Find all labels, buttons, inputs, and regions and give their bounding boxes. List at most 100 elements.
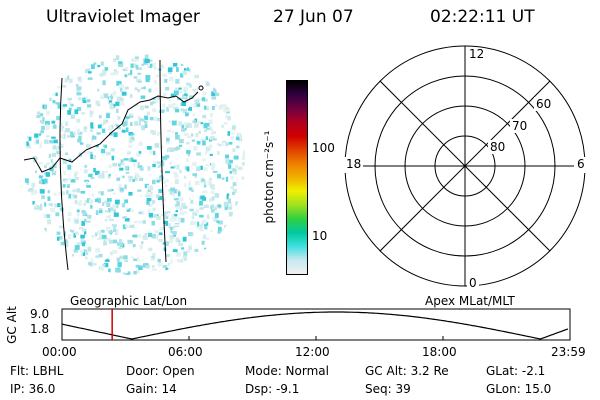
orbit-xtick-0000: 00:00 — [42, 345, 77, 359]
speckle — [173, 213, 178, 217]
speckle — [110, 251, 113, 256]
speckle — [55, 212, 60, 217]
speckle — [152, 161, 158, 165]
speckle — [53, 139, 58, 144]
speckle — [196, 152, 201, 156]
speckle — [122, 121, 128, 126]
speckle — [44, 202, 47, 207]
speckle — [84, 126, 88, 130]
speckle — [98, 253, 103, 258]
speckle — [195, 209, 199, 214]
speckle — [163, 220, 169, 224]
speckle — [124, 259, 129, 263]
speckle — [116, 177, 121, 181]
speckle — [104, 210, 109, 213]
speckle — [67, 110, 72, 115]
speckle — [93, 154, 96, 160]
speckle — [76, 86, 82, 91]
speckle — [34, 133, 39, 138]
speckle — [154, 230, 159, 234]
speckle — [150, 194, 153, 198]
speckle — [64, 239, 68, 243]
speckle — [187, 123, 192, 128]
speckle — [149, 191, 153, 195]
speckle — [89, 151, 93, 154]
speckle — [202, 114, 207, 119]
orbit-xtick-2359: 23:59 — [551, 345, 586, 359]
speckle — [154, 143, 160, 148]
speckle — [138, 266, 143, 270]
speckle — [144, 54, 149, 58]
speckle — [160, 177, 162, 182]
speckle — [236, 145, 240, 149]
speckle — [97, 88, 100, 92]
speckle — [122, 224, 127, 230]
mlt-label-12: 12 — [469, 47, 485, 61]
speckle — [95, 210, 99, 216]
speckle — [204, 152, 207, 155]
speckle — [46, 110, 50, 116]
speckle — [71, 254, 75, 257]
speckle — [125, 273, 130, 275]
speckle — [167, 67, 173, 72]
speckle — [146, 200, 150, 205]
speckle — [200, 180, 205, 184]
speckle — [133, 162, 136, 167]
speckle — [186, 150, 191, 154]
speckle — [213, 217, 218, 222]
speckle — [113, 209, 116, 214]
speckle — [196, 166, 201, 172]
speckle — [169, 161, 172, 165]
speckle — [137, 165, 143, 169]
speckle — [62, 184, 66, 188]
speckle — [177, 216, 181, 222]
dsp-info: Dsp: -9.1 — [245, 382, 300, 396]
speckle — [107, 198, 112, 202]
speckle — [138, 211, 143, 214]
orbit-ylabel: GC Alt — [5, 306, 19, 344]
speckle — [172, 192, 175, 198]
speckle — [125, 171, 130, 174]
speckle — [90, 204, 93, 209]
speckle — [52, 163, 57, 169]
speckle — [204, 225, 208, 230]
speckle — [79, 142, 84, 145]
speckle — [226, 193, 230, 197]
speckle — [201, 240, 205, 245]
speckle — [183, 205, 188, 209]
speckle — [193, 90, 197, 94]
speckle — [102, 202, 105, 206]
speckle — [184, 89, 187, 95]
speckle — [205, 164, 210, 167]
speckle — [113, 206, 116, 210]
speckle — [40, 130, 44, 134]
speckle — [79, 200, 83, 205]
speckle — [223, 201, 228, 207]
speckle — [52, 93, 58, 96]
speckle — [102, 80, 106, 86]
speckle — [56, 231, 61, 235]
speckle — [125, 116, 130, 120]
speckle — [87, 77, 93, 80]
speckle — [51, 152, 56, 157]
speckle — [194, 123, 199, 128]
speckle — [141, 125, 146, 131]
speckle — [39, 178, 42, 183]
speckle — [43, 178, 48, 184]
speckle — [46, 214, 51, 218]
speckle — [158, 189, 163, 193]
speckle — [45, 125, 50, 130]
speckle — [193, 146, 198, 151]
speckle — [167, 189, 172, 192]
speckle — [210, 113, 213, 118]
speckle — [86, 143, 91, 149]
speckle — [146, 111, 150, 116]
speckle — [200, 122, 204, 125]
speckle — [203, 184, 207, 188]
speckle — [84, 96, 88, 101]
speckle — [177, 259, 182, 263]
speckle — [52, 172, 56, 176]
speckle — [169, 147, 175, 152]
speckle — [89, 110, 94, 115]
speckle — [188, 180, 191, 185]
